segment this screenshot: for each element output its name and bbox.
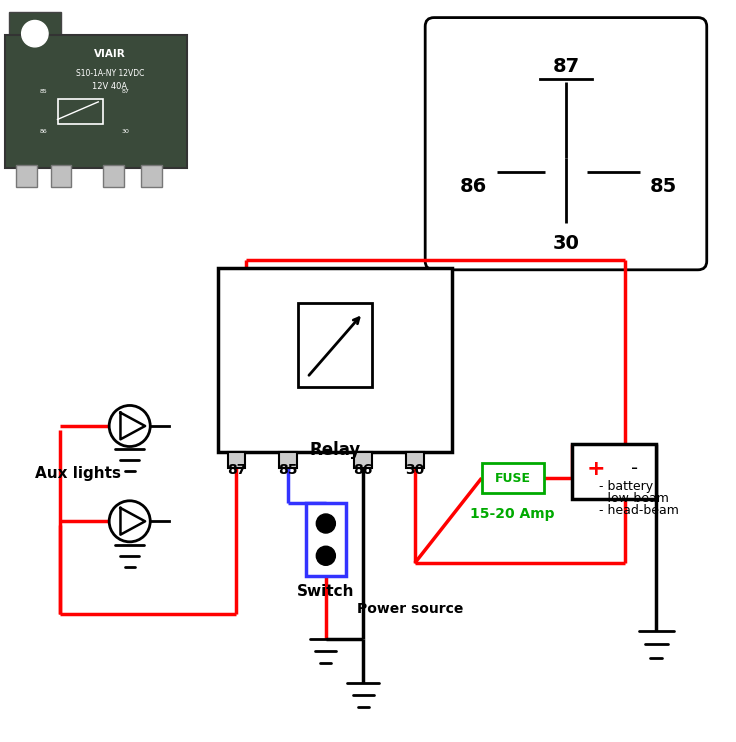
Text: +: + [586, 459, 605, 479]
Bar [57, 99, 103, 125]
Text: - low-beam: - low-beam [599, 492, 669, 505]
Bar [141, 165, 162, 187]
Text: 85: 85 [278, 462, 298, 476]
Text: 12V 40A: 12V 40A [92, 82, 127, 91]
Text: - battery: - battery [599, 479, 653, 493]
Bar [227, 452, 245, 467]
Bar [15, 165, 37, 187]
Bar [218, 269, 453, 452]
Circle shape [316, 514, 336, 533]
Text: Aux lights: Aux lights [35, 466, 121, 481]
Text: 15-20 Amp: 15-20 Amp [470, 507, 555, 521]
Text: 85: 85 [40, 89, 48, 94]
Text: 86: 86 [40, 130, 48, 134]
Text: Power source: Power source [357, 602, 464, 616]
Text: 30: 30 [405, 462, 425, 476]
Bar [481, 463, 544, 493]
Bar [279, 452, 297, 467]
Bar [354, 452, 372, 467]
Bar [103, 165, 124, 187]
Bar [51, 165, 71, 187]
Text: 30: 30 [553, 234, 579, 253]
Bar [572, 444, 657, 499]
Text: 86: 86 [460, 177, 487, 196]
Text: 85: 85 [650, 177, 677, 196]
Circle shape [109, 501, 150, 542]
Text: VIAIR: VIAIR [94, 49, 126, 59]
Text: S10-1A-NY 12VDC: S10-1A-NY 12VDC [76, 68, 144, 77]
Circle shape [316, 546, 336, 565]
Text: - head-beam: - head-beam [599, 505, 679, 517]
Text: Switch: Switch [297, 584, 355, 599]
Text: 86: 86 [353, 462, 373, 476]
FancyBboxPatch shape [5, 36, 187, 168]
FancyBboxPatch shape [425, 18, 707, 270]
Text: 87: 87 [553, 57, 579, 76]
Circle shape [109, 405, 150, 447]
Text: 30: 30 [121, 130, 130, 134]
Circle shape [21, 21, 48, 47]
Bar [406, 452, 424, 467]
Text: Relay: Relay [309, 441, 361, 459]
Text: -: - [631, 459, 638, 478]
Bar [305, 503, 346, 577]
FancyBboxPatch shape [9, 12, 61, 90]
Bar [298, 303, 372, 387]
Text: 87: 87 [227, 462, 246, 476]
Text: 87: 87 [121, 89, 130, 94]
Text: FUSE: FUSE [495, 472, 531, 485]
